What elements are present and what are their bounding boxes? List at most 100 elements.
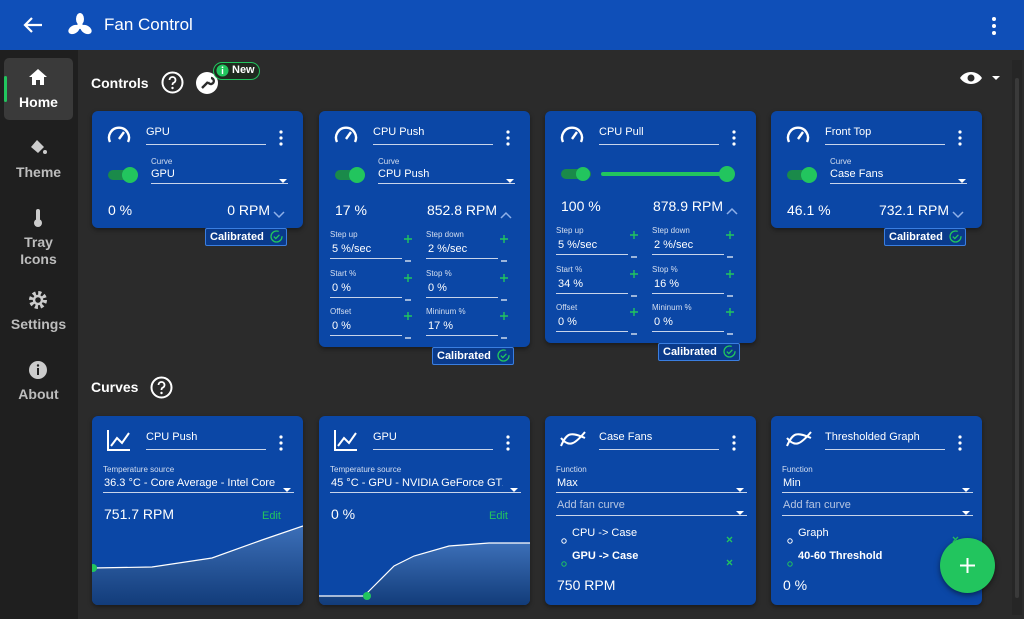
curve-select[interactable]: GPU xyxy=(151,168,175,180)
visibility-button[interactable] xyxy=(959,70,1003,86)
increment-button[interactable] xyxy=(500,230,508,248)
icon-part xyxy=(108,167,138,183)
nav-label: Settings xyxy=(10,316,67,332)
expand-button[interactable] xyxy=(726,202,738,220)
status-text: Calibrated xyxy=(437,350,491,362)
remove-item[interactable] xyxy=(726,530,733,548)
function-select[interactable]: Min xyxy=(783,477,801,489)
card-menu[interactable] xyxy=(278,435,284,456)
decrement-button[interactable] xyxy=(405,288,411,306)
increment-button[interactable] xyxy=(726,226,734,244)
increment-button[interactable] xyxy=(726,265,734,283)
curve-select[interactable]: Case Fans xyxy=(830,168,884,180)
decrement-button[interactable] xyxy=(405,326,411,344)
menu-button[interactable] xyxy=(990,16,998,36)
icon-part xyxy=(958,447,962,451)
remove-item[interactable] xyxy=(726,553,733,571)
increment-button[interactable] xyxy=(404,307,412,325)
param-value[interactable]: 34 % xyxy=(558,277,584,290)
expand-button[interactable] xyxy=(952,206,964,224)
decrement-button[interactable] xyxy=(631,245,637,263)
scroll-thumb[interactable] xyxy=(1015,78,1019,598)
icon-part xyxy=(279,136,283,140)
increment-button[interactable] xyxy=(500,269,508,287)
decrement-button[interactable] xyxy=(727,322,733,340)
icon-part xyxy=(270,230,283,243)
param-value[interactable]: 0 % xyxy=(332,320,351,332)
param-value[interactable]: 5 %/sec xyxy=(558,239,598,251)
card-name: CPU Push xyxy=(373,126,425,138)
increment-button[interactable] xyxy=(630,265,638,283)
toggle[interactable] xyxy=(335,166,367,189)
param-value[interactable]: 0 % xyxy=(332,281,351,294)
card-menu[interactable] xyxy=(957,130,963,151)
nav-item[interactable]: Home xyxy=(4,58,73,120)
card-menu[interactable] xyxy=(731,435,737,456)
param-value[interactable]: 17 % xyxy=(428,320,454,332)
fan-rpm: 732.1 RPM xyxy=(878,202,949,218)
help-button[interactable] xyxy=(161,71,184,94)
icon-part xyxy=(334,126,358,143)
toggle[interactable] xyxy=(108,166,140,189)
expand-button[interactable] xyxy=(500,206,512,224)
slider[interactable] xyxy=(561,166,737,182)
param-label: Mininum % xyxy=(652,303,692,312)
icon-part xyxy=(727,256,733,258)
icon-part xyxy=(992,24,996,28)
curve-value: 751.7 RPM xyxy=(104,506,175,522)
icon-part xyxy=(110,432,130,447)
add-button[interactable] xyxy=(940,538,995,593)
decrement-button[interactable] xyxy=(501,326,507,344)
param-value[interactable]: 5 %/sec xyxy=(332,243,372,255)
decrement-button[interactable] xyxy=(727,245,733,263)
fan-rpm: 0 RPM xyxy=(227,202,270,218)
edit-button[interactable]: Edit xyxy=(262,510,281,522)
increment-button[interactable] xyxy=(630,303,638,321)
card-menu[interactable] xyxy=(278,130,284,151)
source-select[interactable]: 45 °C - GPU - NVIDIA GeForce GTX xyxy=(331,477,503,489)
edit-button[interactable]: Edit xyxy=(489,510,508,522)
nav-item[interactable]: Settings xyxy=(4,280,73,342)
card-menu[interactable] xyxy=(731,130,737,151)
param-value[interactable]: 0 % xyxy=(428,281,447,294)
increment-button[interactable] xyxy=(404,230,412,248)
increment-button[interactable] xyxy=(404,269,412,287)
nav-item[interactable]: About xyxy=(4,350,73,412)
card-menu[interactable] xyxy=(505,130,511,151)
decrement-button[interactable] xyxy=(631,284,637,302)
increment-button[interactable] xyxy=(630,226,638,244)
param-value[interactable]: 2 %/sec xyxy=(428,243,468,255)
badge-text: New xyxy=(232,64,255,76)
icon-part xyxy=(630,308,638,316)
nav-item[interactable]: Theme xyxy=(4,128,73,190)
source-select[interactable]: 36.3 °C - Core Average - Intel Core xyxy=(104,477,276,489)
param-value[interactable]: 16 % xyxy=(654,277,680,290)
tools-button[interactable] xyxy=(195,71,219,95)
card-menu[interactable] xyxy=(505,435,511,456)
param-value[interactable]: 2 %/sec xyxy=(654,239,694,251)
decrement-button[interactable] xyxy=(727,284,733,302)
add-curve-select[interactable]: Add fan curve xyxy=(783,499,851,511)
card-menu[interactable] xyxy=(957,435,963,456)
icon-part xyxy=(630,269,638,278)
help-button[interactable] xyxy=(150,376,173,399)
icon-part xyxy=(405,260,411,262)
icon-part xyxy=(787,561,793,567)
nav-item[interactable]: Tray Icons xyxy=(4,198,73,270)
toggle[interactable] xyxy=(787,166,819,189)
param-value[interactable]: 0 % xyxy=(558,316,577,328)
param-value[interactable]: 0 % xyxy=(654,316,673,328)
decrement-button[interactable] xyxy=(501,288,507,306)
add-curve-select[interactable]: Add fan curve xyxy=(557,499,625,511)
curve-select[interactable]: CPU Push xyxy=(378,168,430,180)
back-button[interactable] xyxy=(22,15,44,35)
scrollbar[interactable] xyxy=(1012,60,1022,615)
decrement-button[interactable] xyxy=(405,249,411,267)
decrement-button[interactable] xyxy=(631,322,637,340)
function-select[interactable]: Max xyxy=(557,477,578,489)
decrement-button[interactable] xyxy=(501,249,507,267)
icon-part xyxy=(34,219,42,227)
increment-button[interactable] xyxy=(500,307,508,325)
expand-button[interactable] xyxy=(273,206,285,224)
increment-button[interactable] xyxy=(726,303,734,321)
